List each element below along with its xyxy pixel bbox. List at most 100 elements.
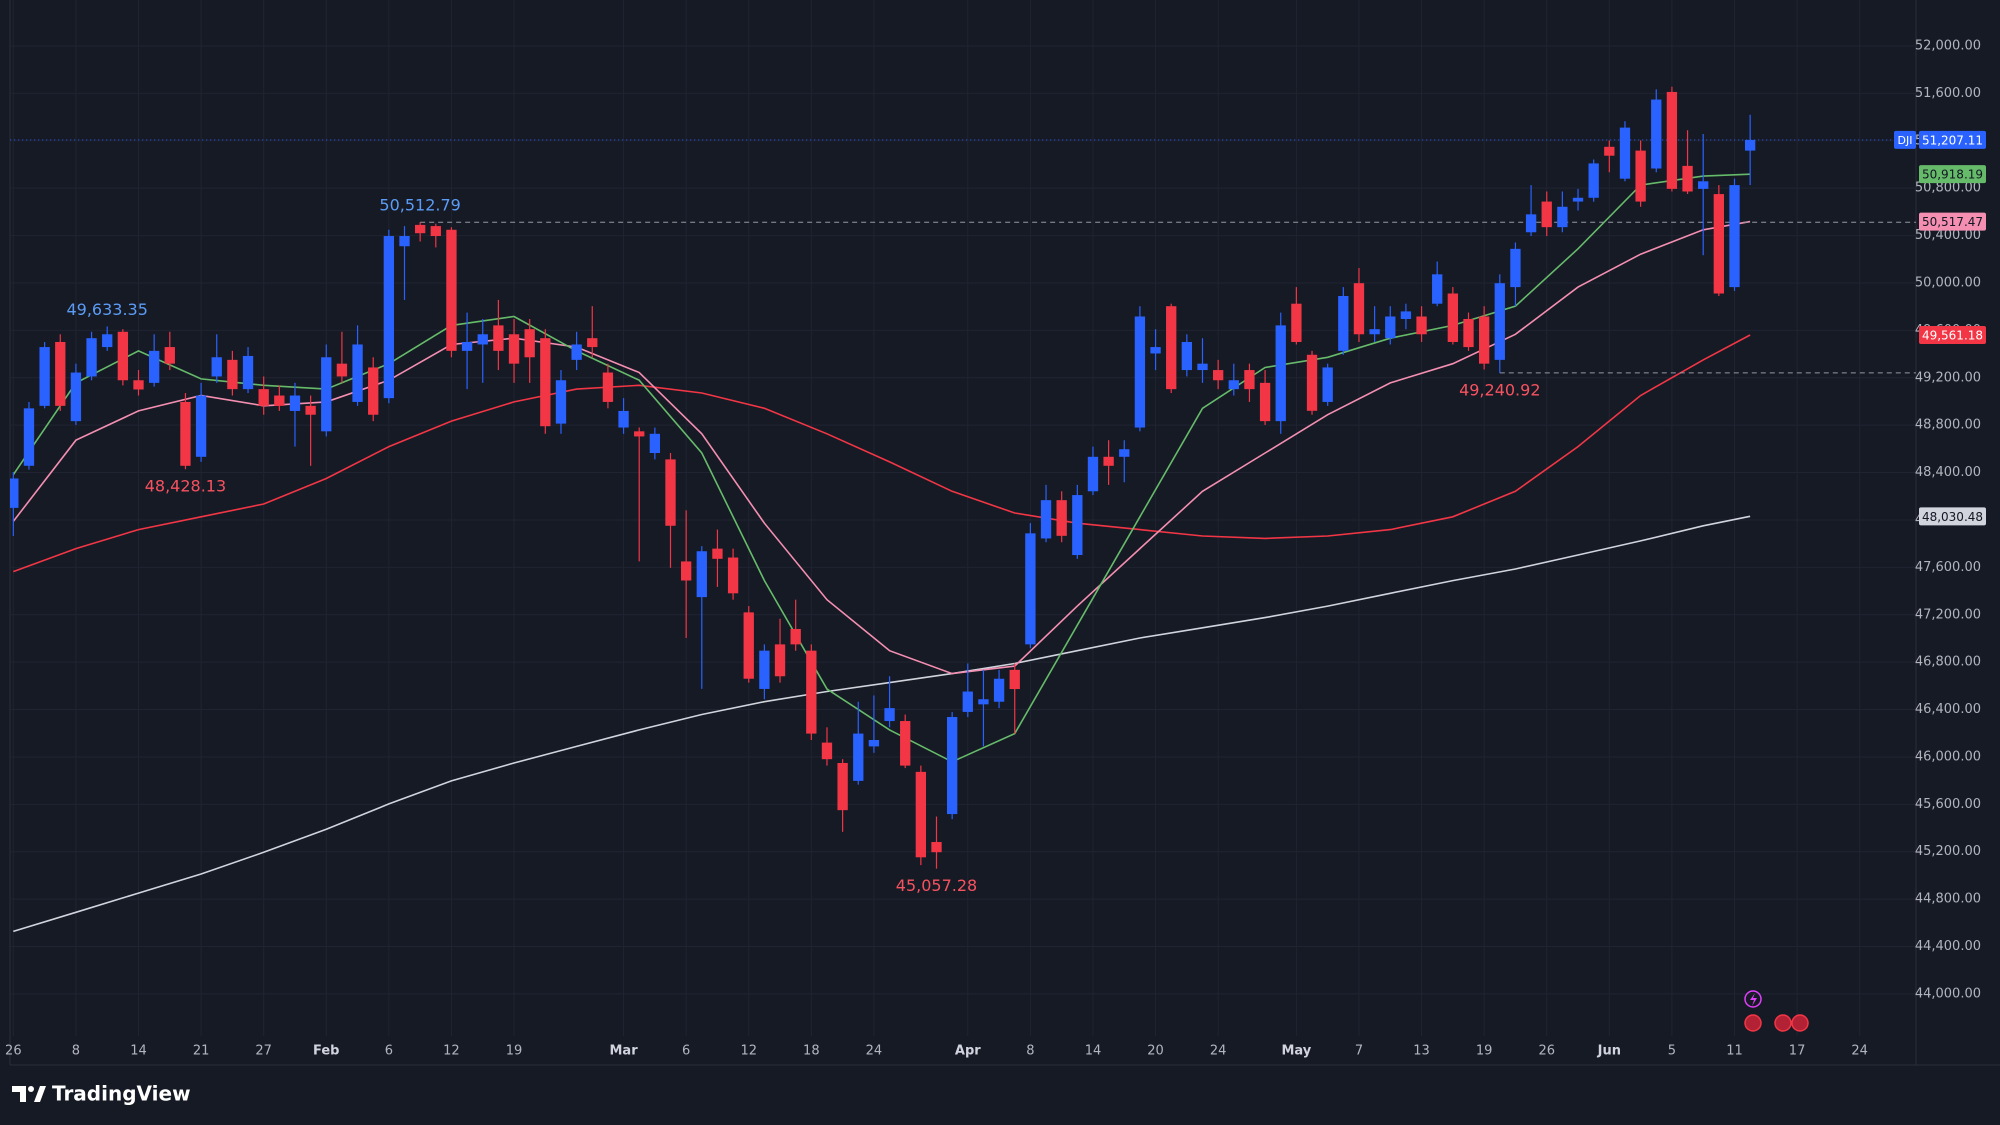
price-tag — [1919, 212, 1986, 231]
x-tick-label: 26 — [1538, 1044, 1555, 1059]
y-tick-label: 48,400.00 — [1915, 465, 1981, 480]
moving-average-line — [12, 173, 1751, 763]
candle-body — [759, 650, 770, 689]
symbol-tag — [1894, 130, 1916, 149]
y-tick-label: 52,000.00 — [1915, 38, 1981, 53]
candle-body — [242, 355, 254, 390]
symbol-label: DJI — [1898, 134, 1913, 147]
candle-body — [634, 431, 645, 437]
y-tick-label: 49,200.00 — [1915, 370, 1981, 385]
event-icon[interactable] — [1744, 990, 1762, 1008]
event-flag[interactable] — [1791, 1014, 1809, 1032]
candle-body — [477, 334, 488, 345]
x-tick-label: 18 — [803, 1044, 820, 1059]
candle-body — [821, 742, 833, 760]
candle-body — [1291, 303, 1302, 342]
candle-body — [1228, 380, 1239, 390]
candle-body — [1244, 370, 1255, 390]
price-tag-label: 50,918.19 — [1922, 168, 1983, 182]
x-tick-label: 6 — [385, 1044, 393, 1059]
x-tick-label: 24 — [866, 1044, 883, 1059]
candle-body — [524, 329, 535, 358]
candle-body — [1119, 449, 1130, 457]
candle-body — [336, 363, 348, 377]
x-tick-label: Mar — [609, 1044, 638, 1059]
candle-body — [1150, 347, 1161, 354]
moving-average-line — [13, 334, 1751, 573]
logo-mark — [34, 1086, 46, 1102]
candle-body — [978, 699, 989, 705]
brand-name: TradingView — [52, 1082, 191, 1106]
x-tick-label: May — [1281, 1044, 1311, 1059]
candle-body — [743, 612, 754, 679]
candle-body — [712, 548, 723, 559]
y-tick-label: 46,400.00 — [1915, 702, 1981, 717]
candle-body — [1197, 363, 1208, 371]
candle-body — [1447, 293, 1459, 342]
candle-body — [931, 842, 942, 853]
price-tag — [1919, 130, 1986, 149]
event-flag[interactable] — [1744, 1014, 1762, 1032]
y-tick-label: 46,800.00 — [1915, 655, 1981, 670]
candle-body — [868, 740, 880, 747]
extreme-label: 49,633.35 — [66, 300, 147, 319]
candle-body — [1009, 669, 1020, 690]
x-tick-label: 5 — [1668, 1044, 1676, 1059]
logo: TradingView — [12, 1082, 191, 1106]
candle-body — [962, 691, 973, 712]
candle-body — [1635, 150, 1646, 202]
event-flag[interactable] — [1774, 1014, 1792, 1032]
y-tick-label: 44,800.00 — [1915, 892, 1981, 907]
candle-body — [1400, 311, 1412, 319]
candle-body — [164, 347, 175, 364]
candle-body — [1259, 382, 1271, 422]
candle-body — [55, 341, 66, 406]
candle-body — [1619, 127, 1631, 179]
candle-body — [70, 372, 82, 422]
candle-body — [399, 236, 410, 247]
candle-body — [211, 357, 222, 377]
candle-body — [414, 224, 426, 234]
candle-body — [1072, 495, 1083, 556]
y-tick-label: 46,000.00 — [1915, 749, 1981, 764]
x-tick-label: 11 — [1726, 1044, 1743, 1059]
candle-body — [1744, 139, 1756, 151]
candle-body — [1103, 456, 1114, 466]
x-tick-label: 14 — [1085, 1044, 1102, 1059]
candle-body — [289, 395, 301, 411]
candle-body — [1478, 316, 1490, 364]
x-tick-label: 12 — [443, 1044, 460, 1059]
candle-body — [1134, 316, 1146, 428]
x-tick-label: 8 — [1026, 1044, 1034, 1059]
x-tick-label: 24 — [1210, 1044, 1227, 1059]
candle-body — [274, 395, 285, 406]
x-tick-label: 17 — [1789, 1044, 1806, 1059]
candle-body — [1385, 316, 1396, 339]
candle-body — [1463, 318, 1474, 348]
candle-body — [352, 344, 363, 402]
candle-body — [915, 771, 927, 858]
candle-body — [1572, 197, 1584, 202]
x-tick-label: 7 — [1355, 1044, 1363, 1059]
candle-body — [148, 350, 160, 383]
candle-body — [993, 678, 1005, 702]
candle-body — [1181, 341, 1193, 371]
candle-body — [1025, 533, 1036, 645]
candle-body — [1729, 185, 1740, 288]
x-tick-label: 24 — [1851, 1044, 1868, 1059]
x-tick-label: Feb — [313, 1044, 339, 1059]
candle-body — [727, 557, 739, 594]
price-tag — [1919, 165, 1986, 184]
candle-body — [665, 459, 676, 526]
candle-body — [587, 338, 598, 348]
candle-body — [837, 762, 848, 811]
candle-body — [680, 561, 692, 581]
axes: 44,000.00 44,400.00 44,800.00 45,200.00 45,6… — [5, 38, 1986, 1059]
candle-body — [446, 229, 457, 351]
candle-body — [1353, 283, 1365, 335]
candle-body — [884, 708, 895, 722]
x-tick-label: 21 — [193, 1044, 210, 1059]
candle-body — [1713, 194, 1725, 294]
candle-body — [321, 357, 332, 432]
candle-body — [696, 551, 707, 598]
